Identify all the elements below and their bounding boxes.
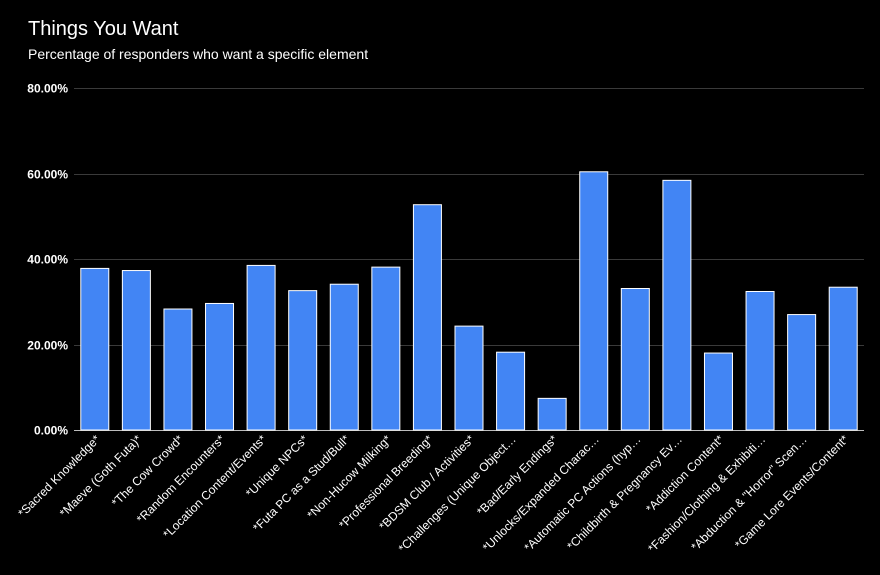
bar[interactable]: [787, 314, 817, 431]
bar[interactable]: [163, 308, 193, 431]
bar[interactable]: [412, 204, 442, 431]
bar[interactable]: [703, 352, 733, 431]
bar[interactable]: [745, 290, 775, 431]
bar[interactable]: [828, 286, 858, 431]
bar[interactable]: [288, 290, 318, 431]
bar[interactable]: [246, 264, 276, 431]
bar[interactable]: [329, 283, 359, 431]
chart-title: Things You Want: [28, 18, 179, 40]
y-tick-label: 0.00%: [34, 424, 68, 438]
bar[interactable]: [121, 270, 151, 431]
bar[interactable]: [371, 266, 401, 431]
y-tick-label: 20.00%: [27, 339, 68, 353]
bar[interactable]: [662, 179, 692, 431]
x-tick-label: *Addiction Content*: [643, 432, 727, 516]
bar[interactable]: [205, 302, 235, 431]
y-tick-label: 40.00%: [27, 253, 68, 267]
y-tick-label: 80.00%: [27, 82, 68, 96]
x-tick-label: *The Cow Crowd*: [109, 432, 187, 510]
bar[interactable]: [496, 351, 526, 431]
bar[interactable]: [579, 171, 609, 431]
bar[interactable]: [620, 287, 650, 431]
bar-layer: [80, 171, 858, 431]
y-tick-label: 60.00%: [27, 168, 68, 182]
bar[interactable]: [80, 267, 110, 431]
bar[interactable]: [454, 325, 484, 431]
bar[interactable]: [537, 397, 567, 431]
chart-subtitle: Percentage of responders who want a spec…: [28, 46, 369, 62]
